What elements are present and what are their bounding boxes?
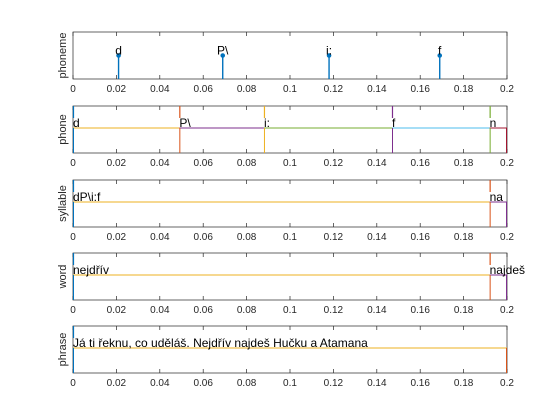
x-tick-label: 0: [70, 378, 76, 389]
x-tick-label: 0.06: [193, 158, 213, 169]
x-tick-label: 0.12: [324, 84, 344, 95]
x-tick-label: 0.16: [410, 378, 430, 389]
x-tick-label: 0.02: [107, 84, 127, 95]
x-tick-label: 0.12: [324, 378, 344, 389]
x-tick-label: 0: [70, 232, 76, 243]
x-tick-label: 0.1: [283, 305, 297, 316]
x-tick-label: 0.02: [107, 158, 127, 169]
segment-label: dP\i:f: [73, 190, 101, 204]
tier-axes-phoneme: 0 0.02 0.04 0.06 0.08 0.1 0.12 0.14 0.16 0.18 0.2 p…: [57, 31, 514, 95]
y-axis-label: phrase: [57, 333, 69, 367]
x-tick-label: 0.18: [454, 84, 474, 95]
stem-marker: [437, 53, 443, 58]
x-tick-label: 0.1: [283, 158, 297, 169]
x-tick-label: 0.2: [500, 305, 514, 316]
segment-label: P\: [179, 116, 191, 130]
x-tick-label: 0.04: [150, 84, 170, 95]
x-tick-label: 0.08: [237, 232, 257, 243]
x-tick-label: 0.18: [454, 232, 474, 243]
segment-label: f: [392, 116, 396, 130]
x-tick-label: 0.02: [107, 378, 127, 389]
x-tick-label: 0.04: [150, 158, 170, 169]
segment-label: na: [490, 190, 504, 204]
axes-box: [72, 105, 508, 154]
phoneme-label: P\: [217, 44, 229, 58]
x-tick-label: 0.12: [324, 232, 344, 243]
x-tick-label: 0.14: [367, 232, 387, 243]
y-axis-label: phone: [57, 114, 69, 145]
x-tick-label: 0.18: [454, 378, 474, 389]
tier-axes-phrase: 0 0.02 0.04 0.06 0.08 0.1 0.12 0.14 0.16 0.18 0.2 p…: [57, 325, 514, 389]
x-tick-label: 0.16: [410, 84, 430, 95]
axes-box: [72, 31, 508, 80]
x-tick-label: 0.14: [367, 158, 387, 169]
axes-box: [72, 252, 508, 301]
x-tick-label: 0.2: [500, 84, 514, 95]
x-tick-label: 0.14: [367, 378, 387, 389]
x-tick-label: 0.16: [410, 158, 430, 169]
x-tick-label: 0: [70, 158, 76, 169]
x-tick-label: 0.2: [500, 378, 514, 389]
x-tick-label: 0.06: [193, 305, 213, 316]
x-tick-label: 0.02: [107, 305, 127, 316]
x-tick-label: 0.08: [237, 305, 257, 316]
x-tick-label: 0.04: [150, 378, 170, 389]
x-tick-label: 0.16: [410, 305, 430, 316]
axes-box: [72, 325, 508, 374]
x-tick-label: 0: [70, 305, 76, 316]
phoneme-label: i:: [326, 44, 332, 58]
tier-axes-syllable: 0 0.02 0.04 0.06 0.08 0.1 0.12 0.14 0.16 0.18 0.2 s…: [57, 179, 514, 243]
x-tick-label: 0.16: [410, 232, 430, 243]
x-tick-label: 0.08: [237, 84, 257, 95]
x-tick-label: 0.08: [237, 378, 257, 389]
segment-label: nejdřív: [73, 263, 109, 277]
stem-marker: [220, 53, 226, 58]
x-tick-label: 0.18: [454, 158, 474, 169]
y-axis-label: phoneme: [57, 33, 69, 79]
x-tick-label: 0.08: [237, 158, 257, 169]
x-tick-label: 0.2: [500, 232, 514, 243]
x-tick-label: 0.06: [193, 84, 213, 95]
tier-axes-phone: 0 0.02 0.04 0.06 0.08 0.1 0.12 0.14 0.16 0.18 0.2 p…: [57, 105, 514, 169]
segment-label: Já ti řeknu, co uděláš. Nejdřív najdeš H…: [73, 336, 368, 350]
x-tick-label: 0.1: [283, 84, 297, 95]
x-tick-label: 0.14: [367, 305, 387, 316]
segment-label: n: [490, 116, 497, 130]
x-tick-label: 0.02: [107, 232, 127, 243]
x-tick-label: 0.06: [193, 378, 213, 389]
x-tick-label: 0.1: [283, 378, 297, 389]
x-tick-label: 0: [70, 84, 76, 95]
segment-label: d: [73, 116, 80, 130]
stem-marker: [116, 53, 121, 58]
x-tick-label: 0.1: [283, 232, 297, 243]
x-tick-label: 0.12: [324, 158, 344, 169]
segment-label: i:: [264, 116, 270, 130]
axes-box: [72, 179, 508, 228]
x-tick-label: 0.04: [150, 232, 170, 243]
x-tick-label: 0.2: [500, 158, 514, 169]
x-tick-label: 0.18: [454, 305, 474, 316]
x-tick-label: 0.12: [324, 305, 344, 316]
x-tick-label: 0.14: [367, 84, 387, 95]
segment-label: najdeš: [490, 263, 525, 277]
x-tick-label: 0.04: [150, 305, 170, 316]
phoneme-label: d: [115, 44, 122, 58]
tier-axes-word: 0 0.02 0.04 0.06 0.08 0.1 0.12 0.14 0.16 0.18 0.2 w…: [57, 252, 525, 316]
phoneme-label: f: [438, 44, 442, 58]
stem-marker: [326, 53, 332, 58]
y-axis-label: syllable: [57, 185, 69, 222]
x-tick-label: 0.06: [193, 232, 213, 243]
y-axis-label: word: [57, 265, 69, 290]
